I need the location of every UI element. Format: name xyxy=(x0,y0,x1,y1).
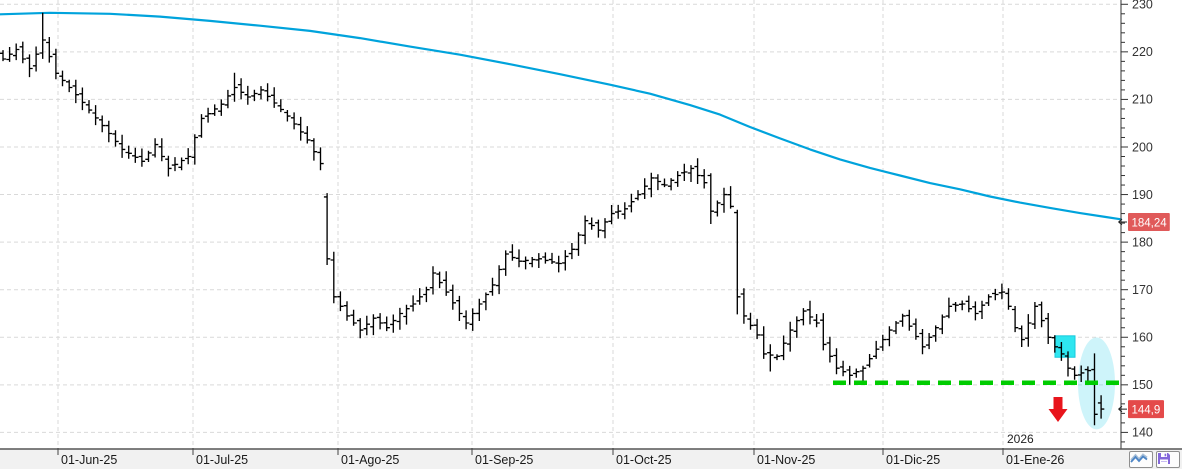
y-axis-label: 200 xyxy=(1132,140,1153,154)
y-axis-label: 160 xyxy=(1132,331,1153,345)
x-axis-label: 01-Sep-25 xyxy=(475,453,533,467)
red-down-arrow xyxy=(1048,397,1068,422)
price-tag-value: 184,24 xyxy=(1132,217,1168,229)
year-label: 2026 xyxy=(1007,432,1034,446)
indicator-zigzag-button[interactable] xyxy=(1129,451,1153,468)
price-tag-value: 144,9 xyxy=(1132,404,1161,416)
bottom-axis-strip xyxy=(0,449,1182,469)
y-axis-label: 180 xyxy=(1132,235,1153,249)
y-axis-label: 190 xyxy=(1132,188,1153,202)
gridlines xyxy=(0,0,1121,449)
price-pointer-arrow xyxy=(1118,405,1127,413)
y-axis-label: 150 xyxy=(1132,378,1153,392)
zigzag-icon xyxy=(1130,453,1148,463)
y-axis-label: 220 xyxy=(1132,45,1153,59)
price-tag xyxy=(1128,400,1164,419)
save-floppy-icon xyxy=(1158,453,1170,465)
x-axis-label: 01-Jun-25 xyxy=(61,453,117,467)
moving-average-line xyxy=(0,11,1123,221)
x-axis-label: 01-Ago-25 xyxy=(341,453,399,467)
x-axis-label: 01-Oct-25 xyxy=(616,453,672,467)
y-axis-label: 170 xyxy=(1132,283,1153,297)
y-axis-label: 210 xyxy=(1132,93,1153,107)
x-axis-label: 01-Ene-26 xyxy=(1006,453,1064,467)
price-tag xyxy=(1128,212,1170,231)
price-pointer-arrow xyxy=(1118,218,1127,226)
x-axis-label: 01-Jul-25 xyxy=(196,453,248,467)
save-chart-button[interactable] xyxy=(1156,451,1180,468)
x-axis-label: 01-Dic-25 xyxy=(886,453,940,467)
y-axis-label: 140 xyxy=(1132,426,1153,440)
y-axis-label: 230 xyxy=(1132,0,1153,12)
ohlc-bars xyxy=(0,12,1105,426)
x-axis-label: 01-Nov-25 xyxy=(757,453,815,467)
